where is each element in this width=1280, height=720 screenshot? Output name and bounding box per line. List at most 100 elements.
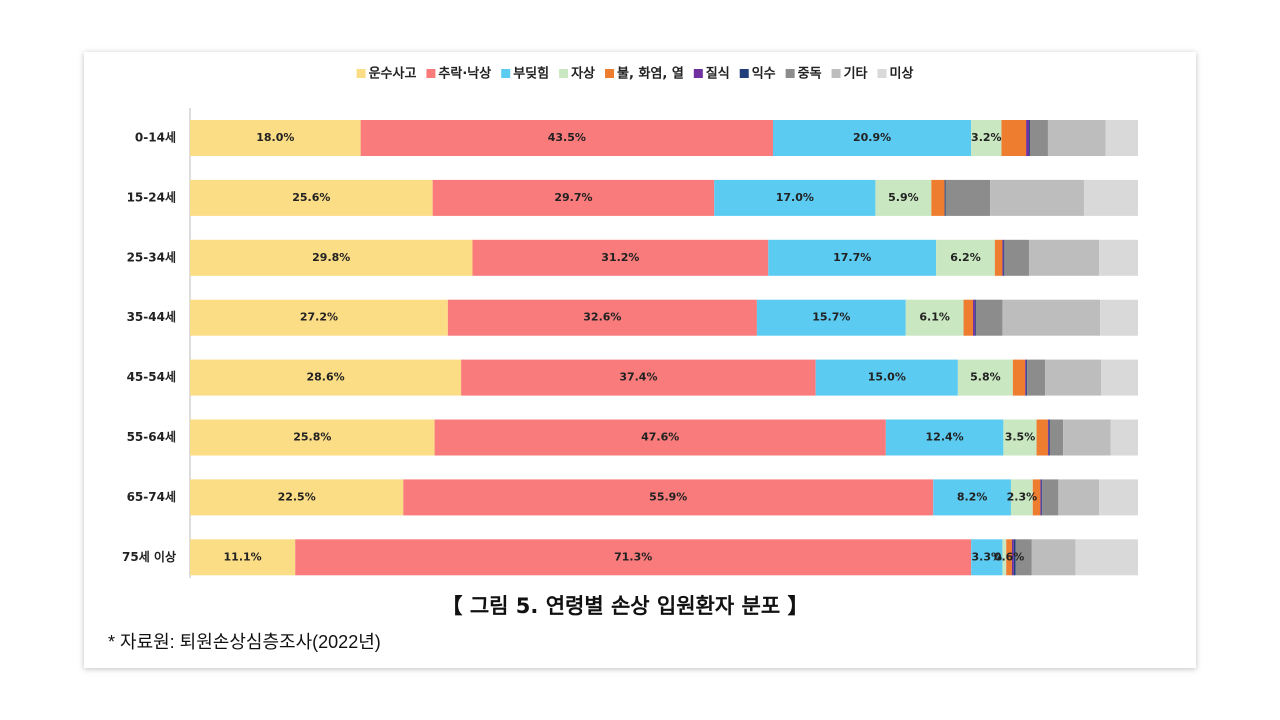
legend-label: 중독 — [798, 67, 822, 82]
data-label: 6.1% — [919, 311, 950, 324]
y-tick-label: 25-34세 — [127, 249, 176, 264]
bar-segment — [756, 299, 906, 336]
bar-segment — [933, 479, 1011, 516]
bar-segment — [1028, 239, 1100, 276]
legend-swatch — [501, 69, 511, 78]
bar-segment — [1004, 239, 1029, 276]
bar-segment — [1063, 419, 1111, 456]
bar-segment — [931, 179, 945, 216]
data-label: 8.2% — [957, 490, 988, 503]
legend-label: 부딪힘 — [513, 66, 549, 82]
bar-segment — [1002, 299, 1101, 336]
bar-segment — [360, 120, 774, 156]
bar-segment — [1011, 539, 1014, 576]
data-label: 31.2% — [601, 251, 639, 264]
legend-swatch — [426, 69, 436, 78]
data-label: 37.4% — [619, 371, 657, 384]
legend-swatch — [605, 69, 615, 78]
bar-segment — [1003, 419, 1037, 456]
data-label: 22.5% — [278, 490, 316, 503]
bar-segment — [1025, 359, 1027, 396]
data-label: 25.8% — [293, 431, 331, 444]
data-label: 17.7% — [833, 251, 871, 264]
legend-swatch — [693, 69, 703, 78]
bar-segment — [963, 299, 974, 336]
bar-segment — [1040, 479, 1042, 516]
bar-segment — [971, 539, 1003, 576]
bar-segment — [990, 179, 1084, 216]
bar-segment — [1026, 359, 1028, 396]
legend-label: 미상 — [889, 66, 913, 82]
bar-segment — [1036, 419, 1048, 456]
bar-segment — [190, 239, 473, 276]
bar-segment — [1002, 239, 1004, 276]
bar-segment — [447, 299, 757, 336]
data-label: 15.7% — [812, 311, 850, 324]
data-label: 25.6% — [292, 191, 330, 204]
bar-segment — [1028, 120, 1030, 156]
data-label: 32.6% — [583, 311, 621, 324]
bar-segment — [768, 239, 937, 276]
bar-segment — [875, 179, 932, 216]
bar-segment — [1075, 539, 1138, 576]
bar-segment — [1013, 539, 1016, 576]
legend: 운수사고 추락·낙상 부딪힘 자상 불, 화염, 열 질식 익수 중독 기타 미상 — [356, 66, 913, 82]
y-tick-label: 0-14세 — [135, 130, 176, 145]
plot: 0-14세 18.0% 43.5% 20.9% 3.2% 15-24세 25.6% 29.7%… — [122, 120, 1138, 576]
bar-segment — [1032, 479, 1041, 516]
bar-segment — [1041, 479, 1043, 516]
bar-segment — [190, 479, 404, 516]
bar-segment — [945, 179, 991, 216]
bar-segment — [1100, 299, 1138, 336]
legend-label: 질식 — [706, 66, 730, 82]
legend-swatch — [785, 69, 795, 78]
data-label: 20.9% — [853, 131, 891, 144]
caption: 【 그림 5. 연령별 손상 입원환자 분포 】 — [442, 594, 809, 618]
bar-segment — [1006, 539, 1012, 576]
data-label: 15.0% — [868, 371, 906, 384]
bar-segment — [434, 419, 886, 456]
legend-swatch — [831, 69, 841, 78]
bar-segment — [1045, 359, 1102, 396]
bar-segment — [1101, 359, 1138, 396]
y-tick-label: 45-54세 — [127, 369, 176, 384]
data-label: 47.6% — [641, 431, 679, 444]
bar-segment — [1001, 120, 1027, 156]
bar-segment — [190, 179, 433, 216]
bar-segment — [1002, 539, 1007, 576]
bar-segment — [994, 239, 1003, 276]
bar-segment — [944, 179, 946, 216]
bar-segment — [1026, 120, 1029, 156]
source-note: * 자료원: 퇴원손상심층조사(2022년) — [108, 632, 381, 652]
bar-segment — [1012, 359, 1026, 396]
data-label: 5.8% — [970, 371, 1001, 384]
data-label: 5.9% — [888, 191, 919, 204]
data-label: 18.0% — [256, 131, 294, 144]
bar-segment — [957, 359, 1013, 396]
bar-segment — [1099, 239, 1138, 276]
y-tick-label: 55-64세 — [127, 429, 176, 444]
legend-label: 기타 — [844, 66, 868, 82]
legend-swatch — [877, 69, 887, 78]
bar-segment — [190, 419, 435, 456]
data-label: 29.8% — [312, 251, 350, 264]
legend-label: 운수사고 — [369, 66, 417, 82]
bar-segment — [885, 419, 1004, 456]
bar-segment — [190, 359, 462, 396]
bar-segment — [190, 539, 296, 576]
y-tick-label: 75세 이상 — [122, 549, 176, 564]
bar-segment — [975, 299, 1003, 336]
data-label: 6.2% — [950, 251, 981, 264]
bar-segment — [472, 239, 769, 276]
legend-swatch — [356, 69, 366, 78]
data-label: 0.6% — [994, 550, 1025, 563]
bar-segment — [461, 359, 816, 396]
data-label: 27.2% — [300, 311, 338, 324]
bar-segment — [1083, 179, 1138, 216]
data-label: 3.3% — [972, 550, 1003, 563]
bar-segment — [1042, 479, 1059, 516]
bar-segment — [190, 120, 361, 156]
data-label: 3.5% — [1005, 431, 1036, 444]
